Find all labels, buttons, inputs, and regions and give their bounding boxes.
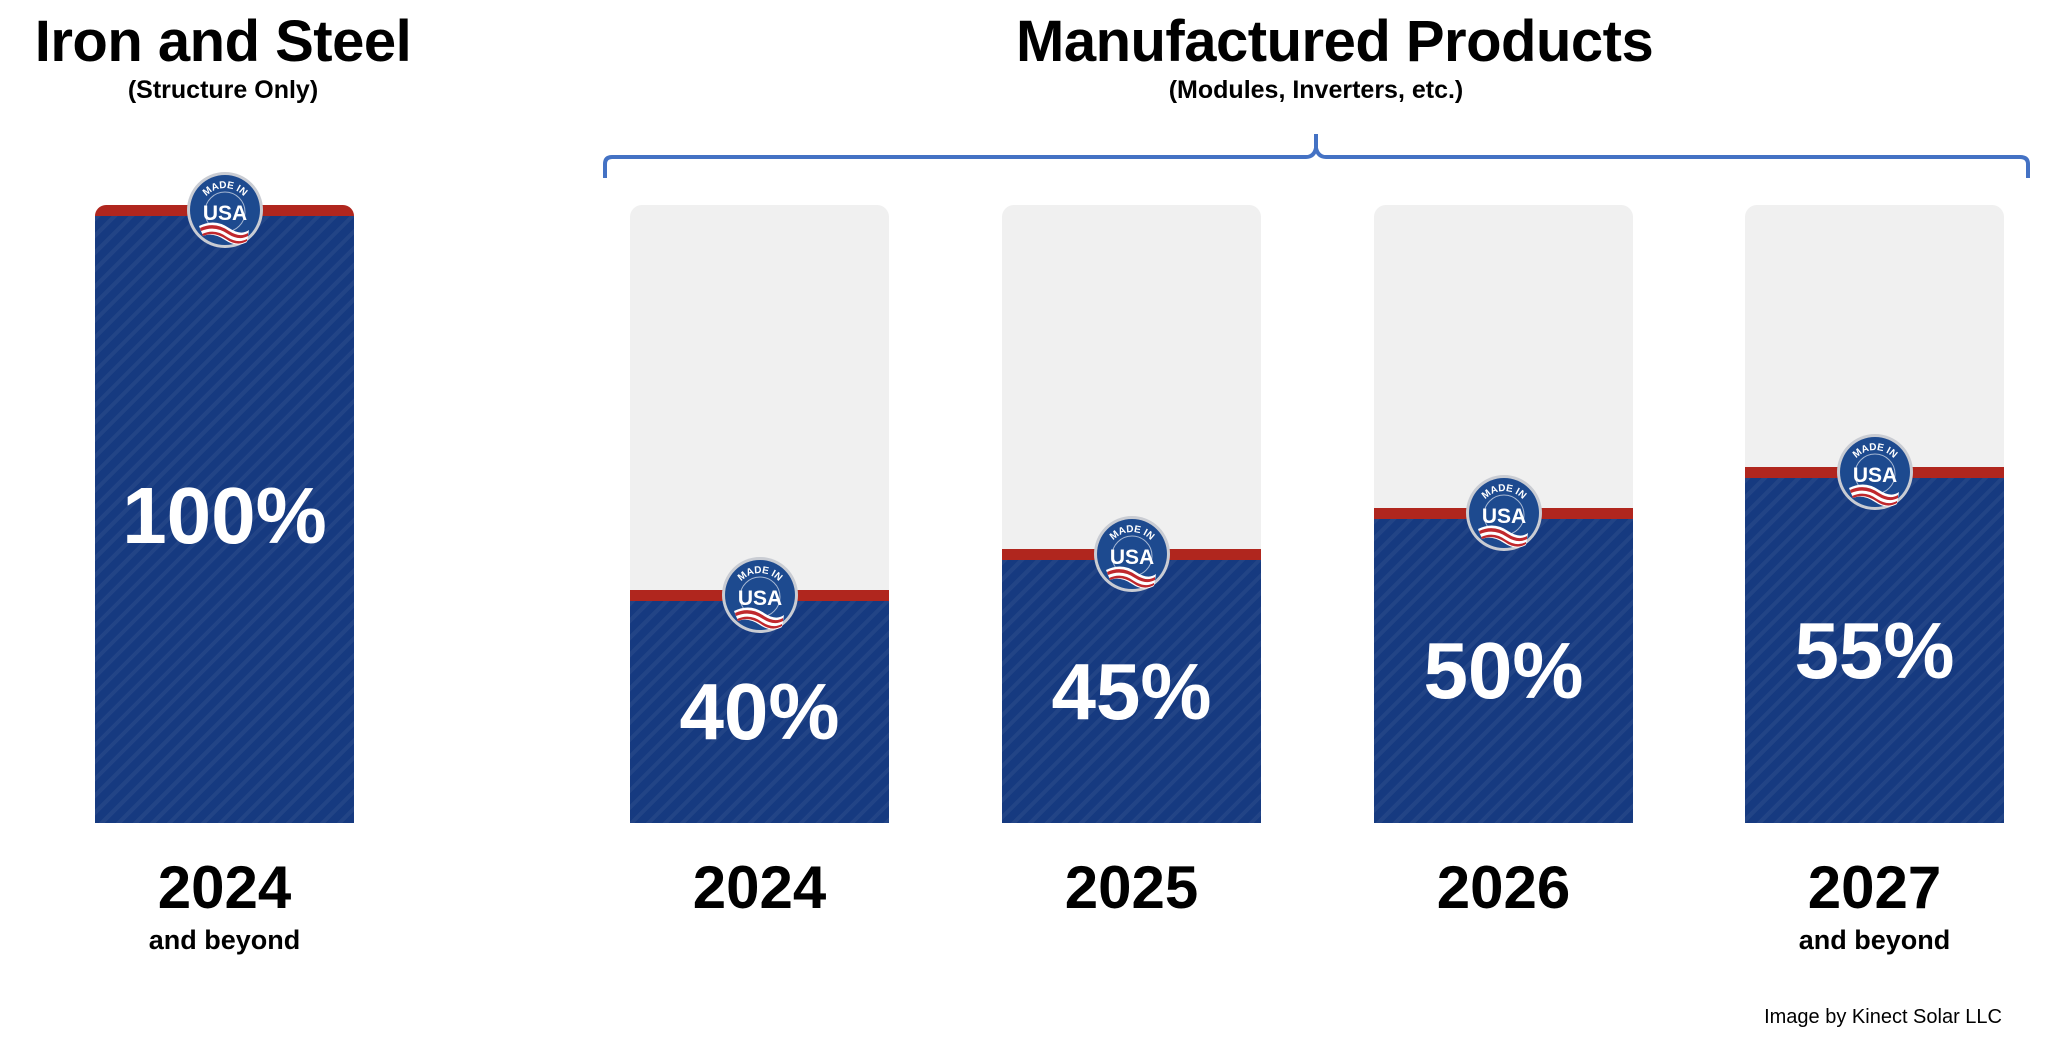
svg-text:MADE IN: MADE IN — [735, 565, 783, 584]
svg-text:MADE IN: MADE IN — [1850, 442, 1898, 461]
year-label: 2025 — [1064, 854, 1199, 921]
group-bracket — [603, 134, 2030, 178]
bar-1: MADE IN USA 100% — [95, 172, 354, 823]
year-label: 2027 — [1807, 854, 1942, 921]
bar-2: MADE IN USA 40% — [630, 205, 889, 823]
year-label: 2024 — [157, 854, 292, 921]
iron-steel-subtitle: (Structure Only) — [127, 76, 319, 104]
bar-5: MADE IN USA 55% — [1745, 205, 2004, 823]
bar-4: MADE IN USA 50% — [1374, 205, 1633, 823]
svg-text:MADE IN: MADE IN — [200, 180, 248, 199]
svg-text:USA: USA — [202, 202, 246, 225]
value-label: 100% — [122, 471, 327, 560]
bar-fill — [1002, 560, 1261, 823]
made-in-usa-badge-icon: MADE IN USA — [1464, 473, 1544, 553]
svg-text:MADE IN: MADE IN — [1107, 524, 1155, 543]
bar-fill — [630, 601, 889, 823]
and-beyond-label: and beyond — [1798, 925, 1951, 955]
year-label: 2024 — [692, 854, 827, 921]
and-beyond-label: and beyond — [148, 925, 301, 955]
made-in-usa-badge-icon: MADE IN USA — [720, 555, 800, 635]
value-label: 45% — [1051, 646, 1212, 736]
manufactured-products-title: Manufactured Products — [1016, 9, 1654, 74]
bar-fill — [95, 216, 354, 823]
iron-steel-title: Iron and Steel — [34, 9, 412, 74]
svg-text:USA: USA — [1481, 505, 1525, 528]
bar-fill — [1374, 519, 1633, 823]
svg-text:USA: USA — [1852, 464, 1896, 487]
made-in-usa-badge-icon: MADE IN USA — [185, 170, 265, 250]
made-in-usa-badge-icon: MADE IN USA — [1092, 514, 1172, 594]
svg-text:MADE IN: MADE IN — [1479, 483, 1527, 502]
svg-text:USA: USA — [1109, 546, 1153, 569]
made-in-usa-badge-icon: MADE IN USA — [1835, 432, 1915, 512]
bar-3: MADE IN USA 45% — [1002, 205, 1261, 823]
bar-fill — [1745, 478, 2004, 823]
image-credit: Image by Kinect Solar LLC — [1764, 1006, 2002, 1028]
year-label: 2026 — [1436, 854, 1571, 921]
value-label: 40% — [679, 667, 840, 756]
manufactured-products-subtitle: (Modules, Inverters, etc.) — [1168, 76, 1464, 104]
value-label: 55% — [1794, 605, 1955, 695]
value-label: 50% — [1423, 626, 1584, 715]
svg-text:USA: USA — [737, 587, 781, 610]
